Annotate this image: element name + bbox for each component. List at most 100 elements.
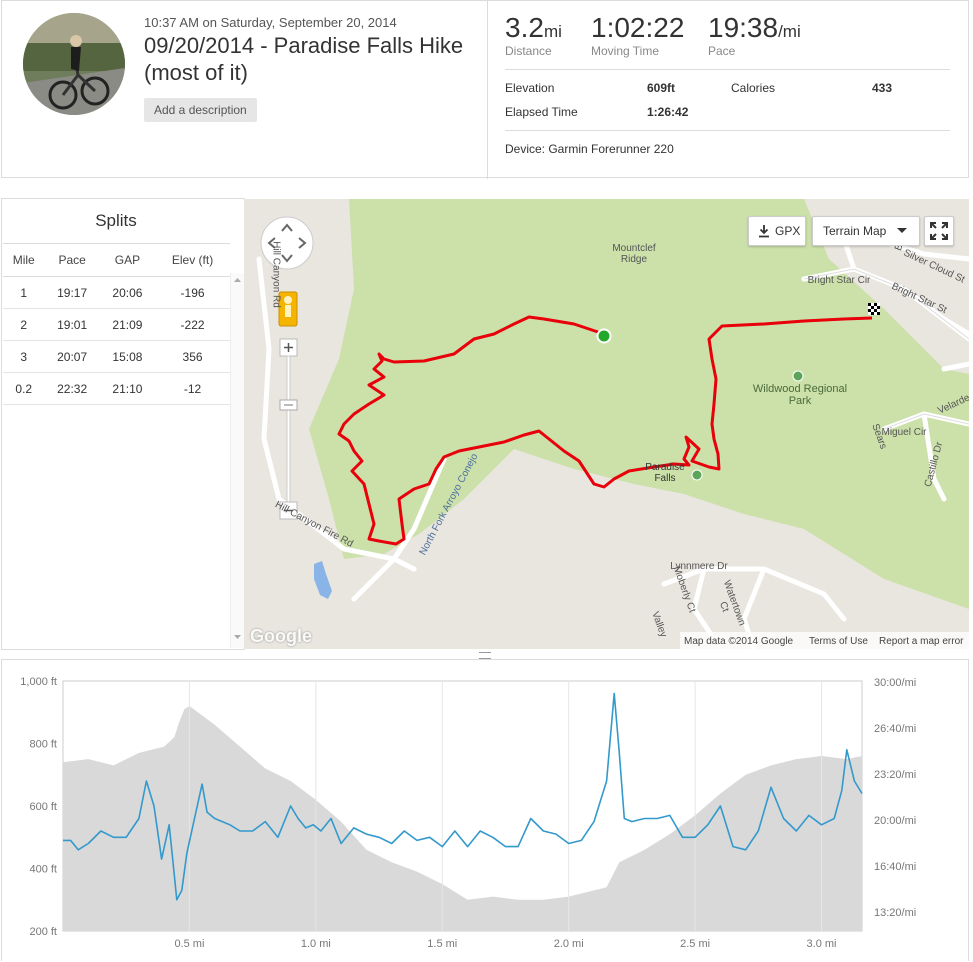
- split-elev: -222: [155, 308, 230, 341]
- split-gap: 15:08: [99, 340, 156, 373]
- y-right-tick-label: 13:20/mi: [874, 907, 916, 919]
- calories-label: Calories: [731, 81, 776, 95]
- athlete-avatar[interactable]: [23, 13, 125, 115]
- elapsed-time-value: 1:26:42: [647, 105, 689, 119]
- elevation-pace-chart: 1,000 ft 800 ft 600 ft 400 ft 200 ft 30:00/mi…: [1, 659, 969, 961]
- distance-label: Distance: [505, 44, 552, 58]
- map-label-bright-star-cir: Bright Star Cir: [807, 275, 871, 286]
- split-mile: 1: [3, 276, 45, 309]
- fullscreen-button[interactable]: [924, 216, 954, 246]
- split-mile: 3: [3, 340, 45, 373]
- y-left-tick-label: 1,000 ft: [20, 676, 57, 688]
- split-elev: -12: [155, 372, 230, 405]
- pace-value: 19:38: [708, 12, 779, 43]
- map-type-dropdown[interactable]: Terrain Map: [812, 216, 920, 246]
- activity-header: 10:37 AM on Saturday, September 20, 2014…: [1, 0, 969, 179]
- splits-title: Splits: [95, 211, 137, 230]
- y-right-tick-label: 26:40/mi: [874, 723, 916, 735]
- header-divider: [487, 1, 488, 179]
- col-mile: Mile: [3, 243, 45, 277]
- table-row[interactable]: 3 20:07 15:08 356: [3, 340, 230, 373]
- pace-line: [63, 692, 863, 901]
- x-tick-label: 1.0 mi: [301, 938, 331, 950]
- map-type-label: Terrain Map: [823, 224, 887, 238]
- map-label-ridge: Mountclef Ridge: [612, 243, 656, 265]
- terms-of-use-link[interactable]: Terms of Use: [809, 636, 868, 647]
- zoom-slider: [279, 338, 298, 520]
- elevation-label: Elevation: [505, 81, 555, 95]
- y-left-tick-label: 800 ft: [29, 739, 57, 751]
- split-pace: 19:17: [44, 276, 100, 309]
- moving-time-value: 1:02:22: [591, 12, 685, 43]
- map-label-falls: Paradise Falls: [645, 462, 685, 484]
- y-left-tick-label: 200 ft: [29, 926, 57, 938]
- pace-stat: 19:38/mi Pace: [708, 12, 801, 58]
- elevation-area: [63, 706, 862, 931]
- route-line: [337, 315, 873, 546]
- pace-label: Pace: [708, 44, 736, 58]
- x-tick-label: 3.0 mi: [807, 938, 837, 950]
- y-right-tick-label: 23:20/mi: [874, 769, 916, 781]
- calories-value: 433: [872, 81, 893, 95]
- split-gap: 21:09: [99, 308, 156, 341]
- report-map-error-link[interactable]: Report a map error: [879, 636, 964, 647]
- split-elev: 356: [155, 340, 230, 373]
- add-description-button[interactable]: Add a description: [144, 98, 257, 122]
- split-gap: 20:06: [99, 276, 156, 309]
- route-finish-icon: [868, 303, 880, 315]
- table-row[interactable]: 2 19:01 21:09 -222: [3, 308, 230, 341]
- moving-time-label: Moving Time: [591, 44, 660, 58]
- x-tick-label: 0.5 mi: [174, 938, 204, 950]
- device-divider: [505, 130, 950, 131]
- distance-value: 3.2: [505, 12, 544, 43]
- y-right-tick-label: 16:40/mi: [874, 861, 916, 873]
- chart-plot[interactable]: 1,000 ft 800 ft 600 ft 400 ft 200 ft 30:00/mi…: [2, 660, 970, 962]
- download-icon: [759, 225, 769, 238]
- splits-scrollbar[interactable]: [230, 273, 244, 648]
- split-mile: 0.2: [3, 372, 45, 405]
- y-left-tick-label: 400 ft: [29, 864, 57, 876]
- map-footer: [680, 632, 969, 649]
- x-tick-label: 2.5 mi: [680, 938, 710, 950]
- park-marker-icon: [792, 370, 804, 382]
- moving-time-stat: 1:02:22 Moving Time: [591, 12, 684, 58]
- scroll-arrows-icon: [234, 278, 241, 639]
- table-row[interactable]: 1 19:17 20:06 -196: [3, 276, 230, 309]
- gpx-label: GPX: [775, 224, 801, 238]
- y-right-tick-label: 30:00/mi: [874, 677, 916, 689]
- resize-handle[interactable]: [479, 652, 491, 659]
- table-row[interactable]: 0.2 22:32 21:10 -12: [3, 372, 230, 405]
- splits-panel: Splits Mile Pace GAP Elev (ft) 1 19:17 2…: [1, 198, 245, 650]
- split-pace: 20:07: [44, 340, 100, 373]
- google-logo[interactable]: Google: [250, 626, 312, 646]
- stats-divider: [505, 69, 950, 70]
- split-pace: 19:01: [44, 308, 100, 341]
- y-left-tick-label: 600 ft: [29, 801, 57, 813]
- x-tick-label: 1.5 mi: [427, 938, 457, 950]
- park-area: [309, 199, 969, 609]
- distance-stat: 3.2mi Distance: [505, 12, 562, 58]
- split-pace: 22:32: [44, 372, 100, 405]
- map-label-miguel: Miguel Cir: [881, 427, 927, 438]
- x-tick-label: 2.0 mi: [554, 938, 584, 950]
- elapsed-time-label: Elapsed Time: [505, 105, 578, 119]
- device-text: Device: Garmin Forerunner 220: [505, 142, 674, 156]
- activity-datetime: 10:37 AM on Saturday, September 20, 2014: [144, 15, 397, 30]
- split-mile: 2: [3, 308, 45, 341]
- col-pace: Pace: [44, 243, 100, 277]
- map-label-park: Wildwood Regional Park: [752, 383, 848, 407]
- route-map[interactable]: Mountclef Ridge Wildwood Regional Park P…: [244, 199, 969, 649]
- street-view-pegman-icon: [278, 291, 298, 327]
- pan-control: [260, 216, 314, 270]
- pace-unit: /mi: [778, 22, 801, 41]
- activity-title[interactable]: 09/20/2014 - Paradise Falls Hike (most o…: [144, 33, 464, 85]
- map-canvas[interactable]: [244, 199, 969, 649]
- splits-table: Mile Pace GAP Elev (ft) 1 19:17 20:06 -1…: [3, 243, 230, 405]
- col-elev: Elev (ft): [155, 243, 230, 277]
- map-label-lynnmere: Lynnmere Dr: [670, 561, 728, 572]
- splits-header-row: Mile Pace GAP Elev (ft): [3, 243, 230, 277]
- gpx-download-button[interactable]: GPX: [748, 216, 806, 246]
- fullscreen-icon: [930, 222, 948, 240]
- elevation-value: 609ft: [647, 81, 676, 95]
- map-label-hill-canyon-rd: Hill Canyon Rd: [270, 241, 282, 308]
